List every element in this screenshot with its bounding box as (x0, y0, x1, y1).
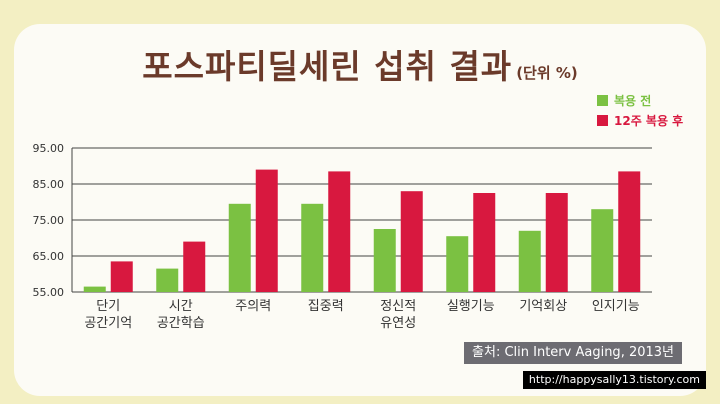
bar-before (373, 229, 396, 292)
bar-after (545, 193, 568, 292)
legend-item-after: 12주 복용 후 (597, 110, 683, 130)
category-label: 유연성 (380, 316, 416, 331)
bar-before (156, 268, 179, 292)
bar-after (618, 171, 641, 292)
category-label: 공간기억 (84, 316, 132, 331)
bar-before (446, 236, 469, 292)
bar-after (400, 191, 423, 292)
chart-title-main: 포스파티딜세린 섭취 결과 (142, 47, 513, 86)
category-label: 집중력 (308, 299, 344, 314)
bars (83, 169, 641, 292)
y-tick-label: 65.00 (33, 250, 65, 263)
bar-after (473, 193, 496, 292)
bar-before (591, 209, 614, 292)
bar-before (301, 203, 324, 292)
y-tick-label: 55.00 (33, 286, 65, 299)
category-label: 정신적 (380, 299, 416, 314)
category-label: 단기 (96, 299, 120, 314)
chart-card (14, 24, 706, 396)
bar-after (183, 241, 206, 292)
bar-before (83, 286, 106, 292)
bar-after (328, 171, 351, 292)
bar-before (518, 230, 541, 292)
category-label: 인지기능 (592, 299, 640, 314)
category-label: 공간학습 (157, 316, 205, 331)
y-tick-label: 75.00 (33, 214, 65, 227)
y-tick-label: 85.00 (33, 178, 65, 191)
chart-title-unit: (단위 %) (516, 64, 578, 82)
legend-item-before: 복용 전 (597, 90, 683, 110)
legend: 복용 전 12주 복용 후 (597, 90, 683, 130)
category-label: 시간 (169, 299, 193, 314)
bar-after (110, 261, 133, 292)
category-label: 기억회상 (519, 299, 567, 314)
watermark-url[interactable]: http://happysally13.tistory.com (522, 371, 706, 389)
legend-swatch-after (597, 114, 608, 126)
legend-swatch-before (597, 94, 608, 106)
bar-before (228, 203, 251, 292)
legend-label-before: 복용 전 (614, 93, 652, 108)
category-label: 주의력 (235, 299, 271, 314)
source-label: 출처: Clin Interv Aaging, 2013년 (464, 342, 682, 364)
y-tick-label: 95.00 (33, 142, 65, 155)
chart-title: 포스파티딜세린 섭취 결과 (단위 %) (0, 40, 720, 88)
category-label: 실행기능 (447, 298, 495, 314)
bar-after (255, 169, 278, 292)
legend-label-after: 12주 복용 후 (614, 113, 684, 128)
